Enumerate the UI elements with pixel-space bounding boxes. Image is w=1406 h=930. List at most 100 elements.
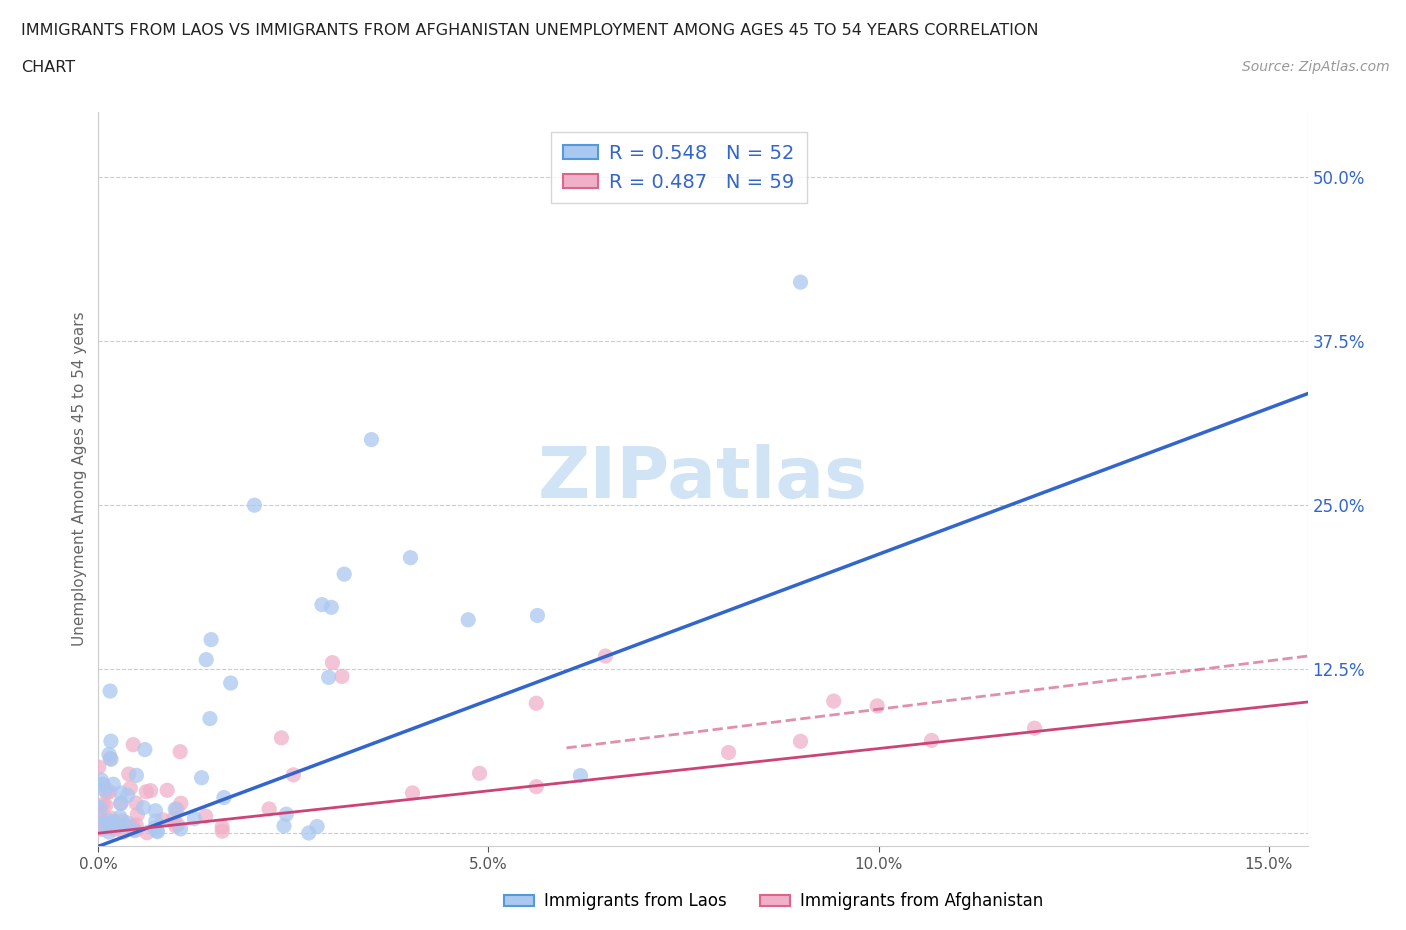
Point — [198, 711, 221, 726]
Point — [94, 783, 117, 798]
Point — [270, 730, 292, 745]
Point — [91, 822, 114, 837]
Text: IMMIGRANTS FROM LAOS VS IMMIGRANTS FROM AFGHANISTAN UNEMPLOYMENT AMONG AGES 45 T: IMMIGRANTS FROM LAOS VS IMMIGRANTS FROM … — [21, 23, 1039, 38]
Point — [789, 734, 811, 749]
Point — [194, 808, 217, 823]
Point — [318, 670, 340, 684]
Point — [134, 742, 156, 757]
Point — [135, 784, 157, 799]
Point — [399, 551, 422, 565]
Point — [139, 783, 162, 798]
Point — [200, 632, 222, 647]
Point — [146, 824, 169, 839]
Point — [91, 797, 114, 812]
Point — [524, 779, 547, 794]
Point — [170, 796, 193, 811]
Point — [104, 821, 127, 836]
Point — [143, 821, 166, 836]
Point — [98, 747, 121, 762]
Point — [145, 804, 167, 818]
Point — [112, 825, 135, 840]
Point — [120, 780, 142, 795]
Point — [330, 669, 353, 684]
Point — [127, 807, 149, 822]
Point — [165, 802, 187, 817]
Point — [165, 818, 187, 833]
Point — [91, 817, 114, 831]
Point — [311, 597, 333, 612]
Point — [122, 737, 145, 752]
Point — [100, 811, 122, 826]
Point — [717, 745, 740, 760]
Point — [90, 773, 112, 788]
Point — [146, 823, 169, 838]
Point — [115, 816, 138, 830]
Point — [118, 766, 141, 781]
Point — [526, 608, 548, 623]
Point — [122, 823, 145, 838]
Point — [89, 804, 111, 818]
Point — [98, 684, 121, 698]
Point — [307, 819, 329, 834]
Point — [132, 800, 155, 815]
Point — [569, 768, 592, 783]
Point — [321, 656, 343, 671]
Point — [118, 818, 141, 833]
Point — [94, 798, 117, 813]
Point — [156, 783, 179, 798]
Point — [823, 694, 845, 709]
Point — [211, 819, 233, 834]
Point — [145, 814, 167, 829]
Text: CHART: CHART — [21, 60, 75, 75]
Y-axis label: Unemployment Among Ages 45 to 54 years: Unemployment Among Ages 45 to 54 years — [72, 312, 87, 646]
Point — [152, 812, 174, 827]
Point — [124, 823, 146, 838]
Point — [104, 815, 127, 830]
Point — [298, 826, 321, 841]
Point — [135, 825, 157, 840]
Point — [89, 800, 111, 815]
Point — [595, 648, 617, 663]
Point — [166, 802, 188, 817]
Point — [401, 786, 423, 801]
Point — [921, 733, 943, 748]
Point — [457, 612, 479, 627]
Point — [321, 600, 343, 615]
Point — [101, 815, 124, 830]
Point — [125, 768, 148, 783]
Point — [122, 819, 145, 834]
Point — [257, 802, 280, 817]
Point — [91, 777, 114, 792]
Point — [91, 777, 114, 791]
Point — [98, 751, 121, 765]
Point — [110, 786, 132, 801]
Point — [89, 811, 111, 826]
Point — [110, 796, 132, 811]
Point — [100, 751, 122, 766]
Point — [360, 432, 382, 447]
Point — [96, 785, 118, 800]
Point — [468, 766, 491, 781]
Point — [125, 817, 148, 832]
Point — [283, 767, 305, 782]
Point — [183, 811, 205, 826]
Point — [524, 696, 547, 711]
Point — [789, 274, 811, 289]
Point — [866, 698, 889, 713]
Point — [111, 813, 134, 828]
Point — [103, 777, 125, 791]
Text: Source: ZipAtlas.com: Source: ZipAtlas.com — [1241, 60, 1389, 74]
Point — [212, 790, 235, 805]
Point — [90, 820, 112, 835]
Point — [98, 825, 121, 840]
Point — [276, 806, 298, 821]
Point — [1024, 721, 1046, 736]
Point — [110, 796, 132, 811]
Point — [100, 734, 122, 749]
Point — [273, 818, 295, 833]
Point — [87, 807, 110, 822]
Point — [169, 821, 191, 836]
Point — [91, 816, 114, 830]
Legend: R = 0.548   N = 52, R = 0.487   N = 59: R = 0.548 N = 52, R = 0.487 N = 59 — [551, 132, 807, 204]
Point — [163, 811, 186, 826]
